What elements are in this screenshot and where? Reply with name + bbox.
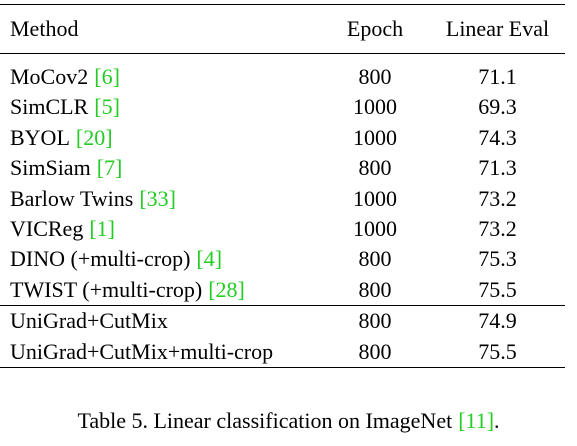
table-row: BYOL [20] 1000 74.3 <box>0 123 565 153</box>
method-name: UniGrad+CutMix <box>10 308 168 334</box>
eval-cell: 73.2 <box>478 185 517 211</box>
header-cell: Method <box>10 16 79 41</box>
citation: [1] <box>89 216 115 242</box>
epoch-cell: 1000 <box>353 185 397 211</box>
eval-cell: 75.5 <box>478 276 517 302</box>
epoch-cell: 1000 <box>353 216 397 242</box>
caption-text: Table 5. Linear classification on ImageN… <box>77 408 453 433</box>
citation: [33] <box>139 185 176 211</box>
epoch-cell: 800 <box>358 276 392 302</box>
eval-cell: 71.3 <box>478 155 517 181</box>
table-section: UniGrad+CutMix 800 74.9 UniGrad+CutMix+mult… <box>0 305 565 368</box>
caption-cite: [11] <box>458 408 495 433</box>
caption-end: . <box>494 408 500 433</box>
table-row: VICReg [1] 1000 73.2 <box>0 214 565 244</box>
epoch-cell: 800 <box>358 64 392 89</box>
method-cell: VICReg [1] <box>0 214 320 244</box>
method-name: UniGrad+CutMix+multi-crop <box>10 338 274 364</box>
table-row: UniGrad+CutMix+multi-crop 800 75.5 <box>0 337 565 368</box>
table-row: MoCov2 [6] 800 71.1 <box>0 54 565 93</box>
method-name: VICReg <box>10 216 84 242</box>
citation: [20] <box>75 124 113 150</box>
caption: Table 5. Linear classification on ImageN… <box>0 408 577 434</box>
citation: [4] <box>196 246 223 272</box>
epoch-cell: 800 <box>358 308 392 334</box>
epoch-cell: 800 <box>358 246 392 272</box>
table-section: MoCov2 [6] 800 71.1 SimCLR [5] 1000 69.3 BYOL [20… <box>0 53 565 306</box>
epoch-cell: 1000 <box>353 124 397 150</box>
header-row: Method Epoch Linear Eval <box>0 5 565 54</box>
method-cell: SimSiam [7] <box>0 153 320 183</box>
method-name: DINO (+multi-crop) <box>10 246 191 272</box>
epoch-cell: 800 <box>358 338 392 364</box>
table-row: SimCLR [5] 1000 69.3 <box>0 92 565 122</box>
results-table: Method Epoch Linear Eval MoCov2 [6] 800 71.… <box>0 4 565 368</box>
method-name: TWIST (+multi-crop) <box>10 276 203 302</box>
method-cell: MoCov2 [6] <box>0 54 320 93</box>
header-cell: Epoch <box>346 16 404 41</box>
method-name: SimSiam <box>10 155 91 181</box>
eval-cell: 74.3 <box>478 124 517 150</box>
epoch-cell: 800 <box>358 155 392 181</box>
method-name: BYOL <box>10 124 70 150</box>
method-cell: Barlow Twins [33] <box>0 184 320 214</box>
table-row: UniGrad+CutMix 800 74.9 <box>0 306 565 337</box>
header-cell: Linear Eval <box>445 16 550 41</box>
method-cell: BYOL [20] <box>0 123 320 153</box>
table-row: Barlow Twins [33] 1000 73.2 <box>0 184 565 214</box>
citation: [6] <box>94 64 120 89</box>
method-cell: TWIST (+multi-crop) [28] <box>0 275 320 306</box>
eval-cell: 74.9 <box>478 308 517 334</box>
citation: [5] <box>94 94 120 120</box>
table-row: SimSiam [7] 800 71.3 <box>0 153 565 183</box>
method-cell: SimCLR [5] <box>0 92 320 122</box>
table-head: Method Epoch Linear Eval <box>0 4 565 54</box>
citation: [7] <box>96 155 123 181</box>
method-name: Barlow Twins <box>10 185 134 211</box>
eval-cell: 71.1 <box>478 64 517 89</box>
method-cell: UniGrad+CutMix <box>0 306 320 337</box>
eval-cell: 73.2 <box>478 216 517 242</box>
method-cell: DINO (+multi-crop) [4] <box>0 244 320 274</box>
epoch-cell: 1000 <box>353 94 397 120</box>
eval-cell: 75.5 <box>478 338 517 364</box>
method-name: MoCov2 <box>10 64 89 89</box>
table-row: DINO (+multi-crop) [4] 800 75.3 <box>0 244 565 274</box>
method-name: SimCLR <box>10 94 89 120</box>
method-cell: UniGrad+CutMix+multi-crop <box>0 337 320 368</box>
citation: [28] <box>208 276 245 302</box>
table-row: TWIST (+multi-crop) [28] 800 75.5 <box>0 275 565 306</box>
eval-cell: 75.3 <box>478 246 517 272</box>
eval-cell: 69.3 <box>478 94 517 120</box>
